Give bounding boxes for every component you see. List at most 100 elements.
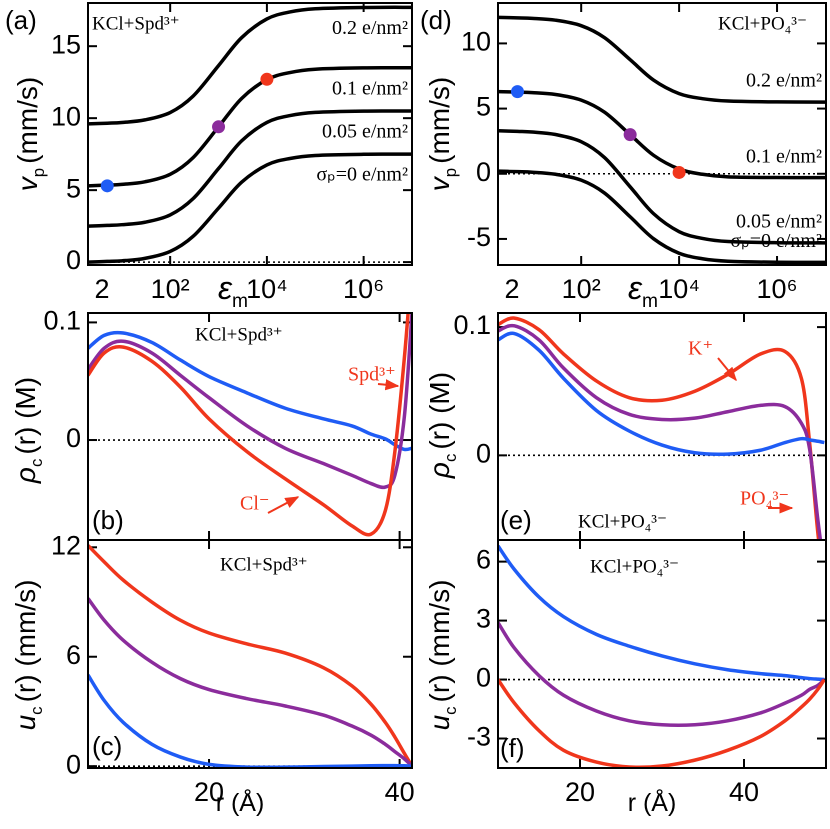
- curve: [498, 169, 826, 265]
- axis-label: r (Å): [628, 787, 677, 817]
- curve: [88, 544, 412, 768]
- axis-label-part: (mm/s): [12, 77, 43, 164]
- arrow-label: K⁺: [688, 338, 713, 360]
- curve: [88, 5, 412, 126]
- axis-label: uc (r) (mm/s): [424, 580, 460, 731]
- plot-frame: [497, 539, 827, 769]
- y-tick-label: 10: [51, 101, 81, 131]
- x-tick-label: 2: [504, 274, 519, 304]
- axis-label-part: c: [27, 459, 46, 467]
- annotation: KCl+PO₄³⁻: [718, 13, 807, 34]
- panel-label: (d): [420, 5, 452, 35]
- curve-label: 0.2 e/nm²: [332, 17, 408, 39]
- axis-label-part: p: [29, 168, 48, 177]
- curve: [88, 597, 412, 768]
- x-tick-label: 10²: [562, 274, 601, 304]
- curve: [498, 544, 825, 682]
- panel-label: (b): [92, 505, 124, 535]
- annotation: KCl+PO₄³⁻: [578, 511, 667, 532]
- annotation: KCl+Spd³⁺: [92, 13, 180, 34]
- axis-label-part: (r) (M): [424, 372, 455, 450]
- point: [212, 120, 226, 134]
- panel-label: (f): [500, 733, 525, 763]
- point: [510, 85, 524, 99]
- axis-label-part: ρ: [10, 467, 41, 484]
- axis-label: vp (mm/s): [424, 77, 460, 191]
- curve: [498, 323, 823, 540]
- annotation: KCl+PO₄³⁻: [590, 556, 679, 577]
- plot-frame: [87, 2, 413, 266]
- y-tick-label: 0: [476, 438, 491, 468]
- x-tick-label: 10²: [151, 274, 190, 304]
- y-tick-label: 6: [476, 545, 491, 575]
- y-tick-label: 10: [461, 27, 491, 57]
- panel-label: (e): [500, 505, 532, 535]
- axis-label-part: m: [232, 291, 248, 312]
- axis-label-part: v: [424, 175, 455, 191]
- arrow: [267, 496, 300, 514]
- plot-frame: [87, 539, 413, 769]
- curve-label: 0.05 e/nm²: [322, 121, 408, 143]
- panel-label: (c): [92, 731, 122, 761]
- plot-frame: [497, 2, 827, 266]
- axis-label-part: c: [27, 706, 46, 714]
- axis-label: εm: [628, 270, 658, 311]
- curve: [498, 128, 826, 245]
- x-tick-label: 40: [729, 777, 759, 807]
- axis-label-part: c: [441, 706, 460, 714]
- x-tick-label: 20: [565, 777, 595, 807]
- axis-label-part: u: [10, 714, 41, 730]
- curve: [498, 15, 826, 104]
- panel-label: (a): [5, 5, 37, 35]
- axis-label-part: ε: [218, 270, 233, 306]
- x-tick-label: 10⁶: [756, 274, 797, 304]
- y-tick-label: 0: [66, 423, 81, 453]
- axis-label-part: c: [441, 454, 460, 462]
- y-tick-label: 3: [476, 604, 491, 634]
- x-tick-label: 2: [94, 274, 109, 304]
- axis-label-part: (r) (mm/s): [424, 580, 455, 703]
- y-tick-label: 0: [476, 663, 491, 693]
- axis-label-part: r (Å): [628, 787, 677, 817]
- y-tick-label: 0: [476, 157, 491, 187]
- x-tick-label: 10⁴: [658, 274, 700, 304]
- axis-label-part: m: [642, 291, 658, 312]
- axis-label-part: (mm/s): [424, 77, 455, 164]
- curve-label: 0.1 e/nm²: [746, 145, 822, 167]
- axis-label: ρc (r) (M): [424, 372, 460, 479]
- axis-label-part: ε: [628, 270, 643, 306]
- curve: [88, 152, 412, 264]
- y-tick-label: -3: [467, 722, 491, 752]
- y-tick-label: -5: [467, 222, 491, 252]
- curve: [88, 674, 412, 768]
- y-tick-label: 0.1: [43, 306, 81, 336]
- axis-label: εm: [218, 270, 248, 311]
- axis-label-part: (r) (mm/s): [10, 580, 41, 703]
- curve-label: 0.05 e/nm²: [736, 210, 822, 232]
- arrow-label: Spd³⁺: [348, 364, 396, 386]
- axis-label: r (Å): [216, 787, 265, 817]
- axis-label-part: u: [424, 714, 455, 730]
- arrow: [377, 379, 400, 391]
- axis-label: vp (mm/s): [12, 77, 48, 191]
- x-tick-label: 10⁶: [343, 274, 384, 304]
- curve: [498, 331, 825, 457]
- axis-label-part: v: [12, 175, 43, 191]
- arrow-label: Cl⁻: [240, 493, 269, 515]
- point: [100, 179, 114, 193]
- annotation: KCl+Spd³⁺: [195, 324, 283, 345]
- arrow-label: PO₄³⁻: [740, 488, 789, 510]
- arrow: [717, 357, 737, 382]
- y-tick-label: 0: [66, 749, 81, 779]
- axis-label: uc (r) (mm/s): [10, 580, 46, 731]
- curve: [88, 330, 412, 452]
- curve-label: 0.1 e/nm²: [332, 77, 408, 99]
- y-tick-label: 5: [476, 92, 491, 122]
- curve: [88, 313, 410, 537]
- x-tick-label: 10⁴: [246, 274, 288, 304]
- curve-label: σₚ=0 e/nm²: [730, 230, 822, 252]
- curve: [88, 109, 412, 228]
- point: [260, 72, 274, 86]
- point: [623, 128, 637, 142]
